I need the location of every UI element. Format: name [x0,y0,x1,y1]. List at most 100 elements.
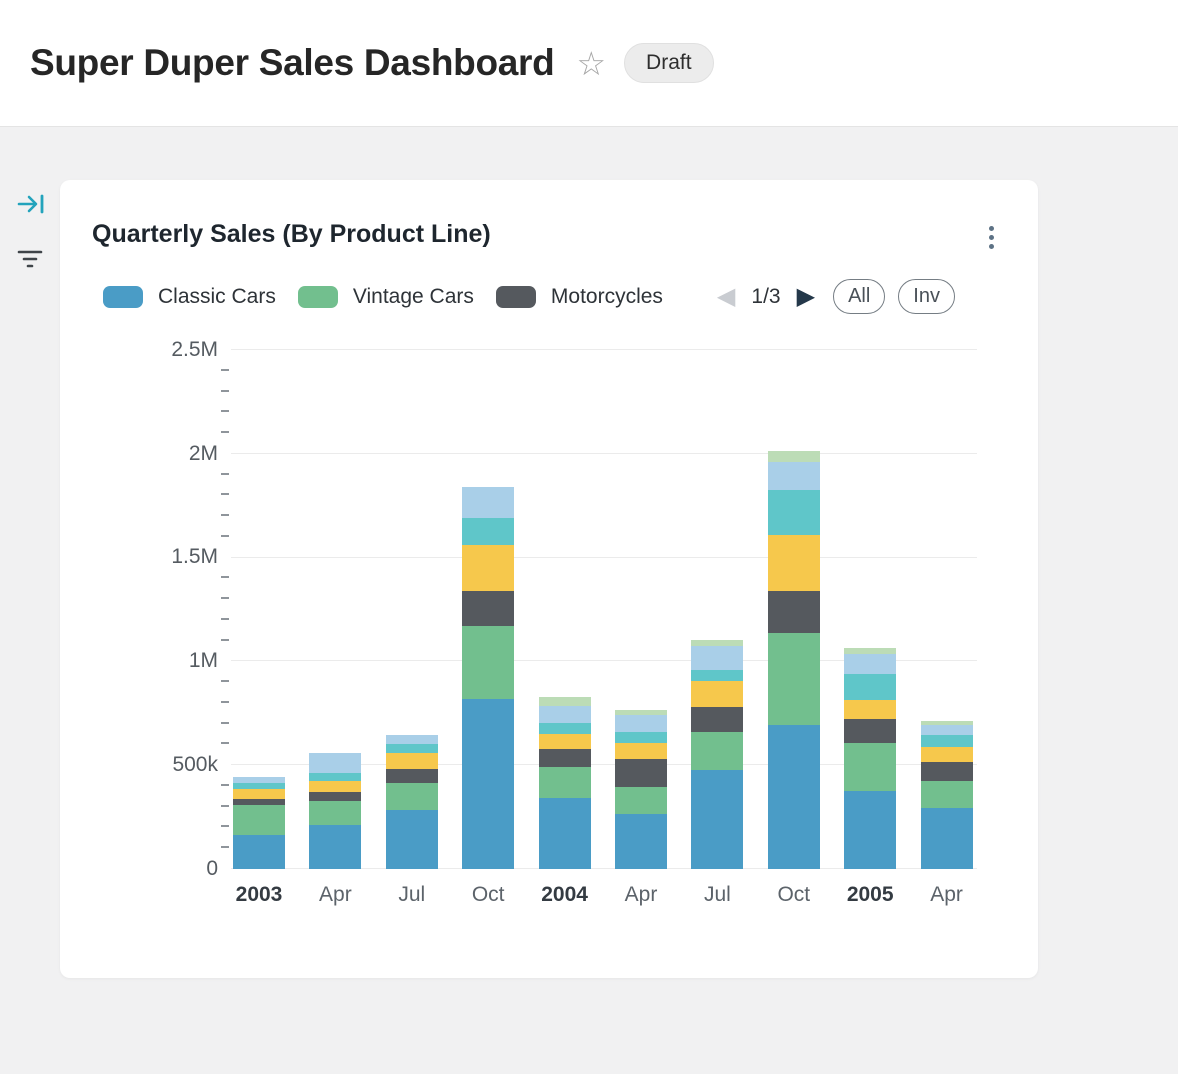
bar-segment-series-5-teal[interactable] [309,772,362,781]
bar-segment-series-6-lightblue[interactable] [385,735,438,745]
bar-segment-series-5-teal[interactable] [844,673,897,700]
bar-segment-motorcycles[interactable] [691,707,744,732]
bar-segment-series-7-lightgreen[interactable] [615,710,667,716]
bar-segment-series-4-yellow[interactable] [385,752,438,770]
bar-segment-series-6-lightblue[interactable] [767,462,820,491]
bar-segment-series-4-yellow[interactable] [538,734,591,749]
bar-segment-series-6-lightblue[interactable] [462,487,515,519]
expand-panel-right-icon[interactable] [14,190,48,220]
bar-segment-series-4-yellow[interactable] [233,789,285,800]
bar-segment-series-7-lightgreen[interactable] [844,647,897,655]
bar-segment-series-4-yellow[interactable] [691,681,744,708]
legend-item-classic-cars[interactable]: Classic Cars [103,285,276,309]
bar-segment-motorcycles[interactable] [844,718,897,744]
favorite-star-icon[interactable]: ☆ [576,44,607,82]
inv-button[interactable]: Inv [898,279,955,314]
bar-segment-series-5-teal[interactable] [462,518,515,546]
bar-2005-8[interactable] [844,647,897,869]
bar-segment-series-4-yellow[interactable] [844,699,897,719]
bar-segment-series-7-lightgreen[interactable] [920,720,973,725]
legend-swatch-classic-cars [103,285,143,308]
bar-apr-5[interactable] [615,710,667,869]
bar-segment-motorcycles[interactable] [767,590,820,634]
all-button[interactable]: All [833,279,886,314]
bar-oct-3[interactable] [462,487,515,869]
bar-segment-series-5-teal[interactable] [615,732,667,744]
bar-segment-series-4-yellow[interactable] [462,545,515,591]
bar-segment-series-6-lightblue[interactable] [538,706,591,723]
bar-segment-vintage-cars[interactable] [767,633,820,725]
bar-segment-series-4-yellow[interactable] [615,743,667,759]
y-minor-tick [221,368,229,371]
bar-segment-classic-cars[interactable] [462,698,515,869]
bar-2003-0[interactable] [233,776,285,869]
gridline [231,764,977,766]
bar-jul-2[interactable] [385,735,438,869]
bar-segment-series-5-teal[interactable] [538,722,591,735]
bar-segment-vintage-cars[interactable] [691,732,744,771]
gridline [231,660,977,662]
bar-segment-series-7-lightgreen[interactable] [767,450,820,463]
bar-segment-motorcycles[interactable] [920,762,973,781]
bar-segment-vintage-cars[interactable] [844,743,897,792]
bar-segment-series-4-yellow[interactable] [309,780,362,793]
bar-segment-classic-cars[interactable] [385,809,438,869]
bar-segment-classic-cars[interactable] [920,807,973,869]
y-minor-tick [221,825,229,828]
legend-label: Classic Cars [158,284,276,308]
bar-segment-classic-cars[interactable] [233,834,285,869]
bar-segment-series-5-teal[interactable] [767,490,820,535]
bar-segment-classic-cars[interactable] [615,814,667,869]
bar-segment-series-4-yellow[interactable] [767,534,820,591]
legend-next-icon[interactable]: ▶ [796,282,816,310]
bar-segment-motorcycles[interactable] [385,769,438,783]
bar-segment-series-5-teal[interactable] [691,669,744,682]
side-toolbar [14,190,48,274]
bar-apr-9[interactable] [920,720,973,869]
legend-swatch-motorcycles [495,285,536,308]
bar-segment-vintage-cars[interactable] [385,782,438,810]
bar-segment-series-7-lightgreen[interactable] [538,696,591,707]
legend-item-vintage-cars[interactable]: Vintage Cars [297,285,474,309]
bar-segment-classic-cars[interactable] [767,724,820,869]
y-minor-tick [221,597,229,600]
filter-icon[interactable] [14,244,48,274]
bar-segment-series-7-lightgreen[interactable] [691,639,744,646]
bar-segment-series-6-lightblue[interactable] [691,645,744,670]
bar-segment-series-6-lightblue[interactable] [844,654,897,674]
y-tick-label: 2.5M [171,337,218,361]
bar-apr-1[interactable] [309,752,362,869]
bar-segment-vintage-cars[interactable] [920,780,973,808]
bar-segment-series-4-yellow[interactable] [920,746,973,763]
bar-segment-classic-cars[interactable] [844,791,897,869]
bar-segment-classic-cars[interactable] [691,770,744,869]
kebab-menu-icon[interactable] [983,220,1000,255]
bar-segment-series-5-teal[interactable] [233,782,285,790]
bar-segment-series-6-lightblue[interactable] [920,724,973,736]
bar-segment-motorcycles[interactable] [462,590,515,627]
legend-item-motorcycles[interactable]: Motorcycles [495,285,663,309]
legend-page-indicator: 1/3 [751,284,781,308]
bar-segment-motorcycles[interactable] [615,759,667,788]
x-axis: 2003 Apr Jul Oct 2004 Apr Jul Oct 2005 Apr [231,883,977,913]
bar-segment-classic-cars[interactable] [538,798,591,869]
bar-segment-series-6-lightblue[interactable] [615,715,667,733]
bar-segment-motorcycles[interactable] [309,792,362,801]
bar-2004-4[interactable] [538,696,591,869]
bar-segment-series-5-teal[interactable] [385,744,438,753]
bar-segment-motorcycles[interactable] [233,799,285,805]
bar-jul-6[interactable] [691,639,744,869]
bar-segment-vintage-cars[interactable] [309,800,362,826]
bar-segment-motorcycles[interactable] [538,748,591,768]
bar-segment-classic-cars[interactable] [309,825,362,869]
bar-segment-vintage-cars[interactable] [615,787,667,814]
bar-segment-vintage-cars[interactable] [538,767,591,799]
bar-segment-series-5-teal[interactable] [920,735,973,747]
bar-segment-vintage-cars[interactable] [462,626,515,699]
gridline [231,349,977,350]
legend-prev-icon[interactable]: ◀ [716,282,736,310]
bar-segment-vintage-cars[interactable] [233,804,285,835]
bar-segment-series-6-lightblue[interactable] [309,752,362,773]
bar-oct-7[interactable] [767,450,820,869]
bar-segment-series-6-lightblue[interactable] [233,776,285,783]
